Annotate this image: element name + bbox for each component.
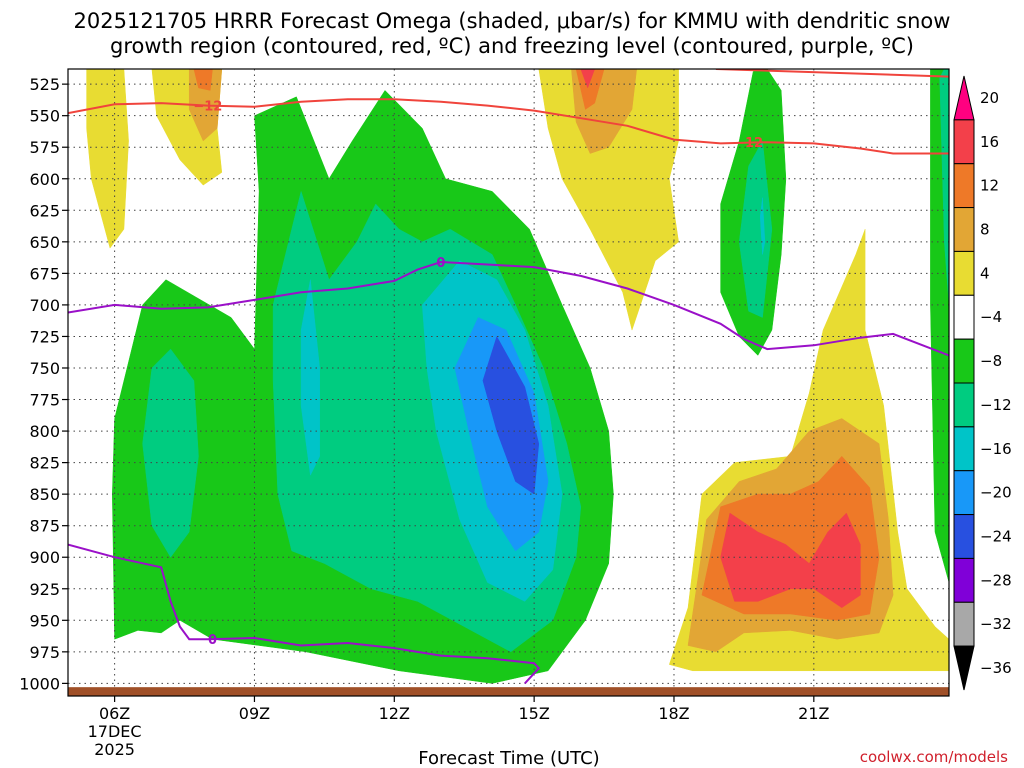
colorbar-swatch-bottom-arrow [953, 645, 975, 691]
ground-surface [68, 687, 949, 696]
y-tick-label-725: 725 [29, 327, 60, 346]
x-tick-label-09Z: 09Z [239, 704, 270, 723]
omega-region-11 [300, 279, 320, 477]
y-tick-label-825: 825 [29, 454, 60, 473]
y-tick-label-775: 775 [29, 391, 60, 410]
colorbar-label-5: −4 [980, 308, 1002, 326]
contour-lines: −12 0 0 −12 [68, 69, 949, 685]
chart-title-line-2: growth region (contoured, red, ºC) and f… [110, 34, 914, 58]
y-tick-label-875: 875 [29, 517, 60, 536]
colorbar-swatch-6 [953, 338, 975, 384]
contour-label-extra: −12 [734, 136, 763, 151]
omega-region-16 [738, 140, 773, 318]
credit-text: coolwx.com/models [860, 748, 1008, 766]
y-tick-label-675: 675 [29, 264, 60, 283]
contour-label-2: 0 [436, 256, 445, 271]
y-tick-label-600: 600 [29, 170, 60, 189]
omega-region-14 [482, 335, 540, 495]
plot-area: −12 0 0 −12 [68, 69, 949, 696]
colorbar-label-8: −16 [980, 440, 1012, 458]
y-tick-label-850: 850 [29, 485, 60, 504]
omega-region-4 [538, 69, 679, 331]
colorbar-swatch-1 [953, 119, 975, 165]
colorbar-swatch-10 [953, 514, 975, 559]
omega-region-9 [142, 348, 199, 558]
contour-line-3 [68, 543, 541, 685]
x-tick-date: 17DEC [88, 722, 142, 741]
colorbar-swatch-top-arrow [953, 75, 975, 121]
plot-frame [67, 68, 950, 697]
contour-line-0 [68, 98, 949, 155]
colorbar-label-1: 16 [980, 133, 999, 151]
contour-label-3: 0 [208, 633, 217, 648]
omega-region-3 [193, 69, 213, 91]
y-tick-label-950: 950 [29, 611, 60, 630]
y-tick-label-750: 750 [29, 359, 60, 378]
omega-region-19 [939, 69, 949, 305]
omega-region-0 [86, 69, 129, 249]
y-tick-label-575: 575 [29, 138, 60, 157]
x-tick-label-12Z: 12Z [379, 704, 410, 723]
colorbar-swatch-12 [953, 601, 975, 647]
colorbar-label-7: −12 [980, 396, 1012, 414]
colorbar-label-11: −28 [980, 571, 1012, 589]
y-tick-label-800: 800 [29, 422, 60, 441]
x-tick-year: 2025 [94, 740, 135, 759]
y-tick-label-700: 700 [29, 296, 60, 315]
y-tick-label-975: 975 [29, 643, 60, 662]
omega-region-7 [580, 69, 595, 89]
x-tick-label-18Z: 18Z [658, 704, 689, 723]
y-tick-label-550: 550 [29, 107, 60, 126]
colorbar-label-0: 20 [980, 89, 999, 107]
colorbar-swatch-4 [953, 250, 975, 296]
omega-region-23 [720, 512, 861, 609]
colorbar-swatch-8 [953, 426, 975, 472]
colorbar-swatch-11 [953, 557, 975, 603]
contour-line-2 [68, 260, 949, 357]
colorbar-swatch-2 [953, 163, 975, 209]
omega-region-6 [575, 69, 605, 110]
y-tick-label-625: 625 [29, 201, 60, 220]
y-tick-label-900: 900 [29, 548, 60, 567]
y-tick-label-650: 650 [29, 233, 60, 252]
x-axis-label: Forecast Time (UTC) [418, 748, 599, 768]
colorbar-label-3: 8 [980, 221, 990, 239]
x-tick-label-15Z: 15Z [518, 704, 549, 723]
y-axis-ticks: 525 550 575 600 625 650 675 700 725 750 775 800 825 8… [19, 75, 68, 693]
chart-title-line-1: 2025121705 HRRR Forecast Omega (shaded, … [74, 9, 951, 33]
y-tick-label-1000: 1000 [19, 674, 60, 693]
contour-label-0: −12 [193, 100, 222, 115]
colorbar: 20 16 12 8 4 −4 −8 −12 −16 −20 −24 −28 −32 −36 [953, 75, 1012, 691]
omega-shaded-regions [86, 69, 949, 684]
x-tick-label-06Z: 06Z [99, 704, 130, 723]
y-tick-label-525: 525 [29, 75, 60, 94]
colorbar-label-12: −32 [980, 615, 1012, 633]
y-tick-label-925: 925 [29, 580, 60, 599]
colorbar-label-2: 12 [980, 177, 999, 195]
colorbar-swatch-9 [953, 470, 975, 516]
grid-lines [68, 69, 949, 696]
colorbar-label-10: −24 [980, 528, 1012, 546]
colorbar-label-13: −36 [980, 659, 1012, 677]
contour-line-1 [715, 69, 949, 78]
colorbar-swatch-7 [953, 382, 975, 428]
colorbar-label-9: −20 [980, 484, 1012, 502]
colorbar-label-6: −8 [980, 352, 1002, 370]
colorbar-label-4: 4 [980, 264, 990, 282]
colorbar-swatch-5 [953, 294, 975, 340]
x-tick-label-21Z: 21Z [798, 704, 829, 723]
colorbar-swatch-3 [953, 207, 975, 252]
